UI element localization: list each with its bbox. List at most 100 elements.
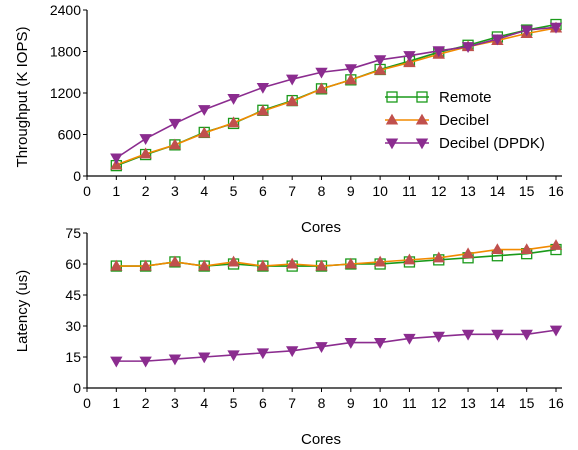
latency-series-0 bbox=[110, 243, 562, 272]
latency-data-point bbox=[256, 348, 270, 360]
throughput-data-point bbox=[491, 34, 504, 46]
latency-data-point bbox=[520, 243, 533, 255]
throughput-data-point bbox=[549, 22, 563, 34]
throughput-series-2 bbox=[110, 22, 563, 165]
latency-x-tick-label: 13 bbox=[460, 395, 476, 411]
throughput-x-tick-label: 5 bbox=[230, 183, 238, 199]
latency-x-tick-label: 8 bbox=[318, 395, 326, 411]
latency-data-point bbox=[373, 338, 387, 349]
latency-x-axis-label: Cores bbox=[301, 431, 341, 448]
latency-data-point bbox=[461, 329, 475, 341]
throughput-data-point bbox=[139, 147, 152, 159]
throughput-y-axis-label: Throughput (K IOPS) bbox=[14, 27, 31, 168]
throughput-x-tick-label: 3 bbox=[171, 183, 179, 199]
throughput-data-point bbox=[461, 42, 475, 53]
latency-x-tick-label: 15 bbox=[519, 395, 535, 411]
latency-data-point bbox=[549, 239, 563, 250]
latency-data-point bbox=[227, 255, 240, 267]
throughput-data-point bbox=[168, 138, 182, 150]
latency-data-point bbox=[256, 259, 270, 271]
throughput-data-point bbox=[285, 94, 299, 106]
throughput-x-tick-label: 12 bbox=[431, 183, 447, 199]
throughput-y-tick-label: 1800 bbox=[50, 44, 81, 60]
legend-label: Decibel (DPDK) bbox=[439, 135, 545, 152]
latency-data-point bbox=[403, 253, 416, 265]
throughput-x-tick-label: 15 bbox=[519, 183, 535, 199]
latency-y-tick-label: 75 bbox=[65, 225, 81, 241]
latency-x-tick-label: 16 bbox=[548, 395, 564, 411]
throughput-y-tick-label: 0 bbox=[73, 168, 81, 184]
latency-data-point bbox=[227, 350, 240, 362]
legend-label: Remote bbox=[439, 89, 492, 106]
latency-data-point bbox=[432, 251, 445, 263]
latency-data-point bbox=[315, 342, 328, 353]
latency-x-tick-label: 0 bbox=[83, 395, 91, 411]
throughput-x-tick-label: 8 bbox=[318, 183, 326, 199]
latency-data-point bbox=[285, 346, 299, 358]
latency-y-axis-label: Latency (us) bbox=[14, 270, 31, 353]
latency-data-point bbox=[198, 352, 211, 364]
throughput-x-tick-label: 1 bbox=[112, 183, 120, 199]
latency-data-point bbox=[403, 333, 416, 345]
latency-data-point bbox=[285, 257, 299, 269]
latency-data-point bbox=[110, 356, 123, 368]
latency-axes bbox=[86, 233, 562, 389]
latency-data-point bbox=[168, 354, 182, 366]
throughput-data-point bbox=[198, 126, 211, 138]
latency-data-point bbox=[110, 259, 123, 271]
legend-marker bbox=[415, 113, 429, 125]
latency-x-tick-label: 12 bbox=[431, 395, 447, 411]
throughput-data-point bbox=[227, 94, 240, 105]
throughput-x-tick-label: 13 bbox=[460, 183, 476, 199]
throughput-x-axis-label: Cores bbox=[301, 219, 341, 236]
latency-x-tick-label: 9 bbox=[347, 395, 355, 411]
throughput-legend: Remote Decibel Decibel (DPDK) bbox=[385, 89, 545, 152]
latency-data-point bbox=[168, 255, 182, 267]
throughput-data-point bbox=[315, 82, 328, 94]
throughput-data-point bbox=[520, 25, 533, 37]
throughput-data-point bbox=[198, 105, 211, 116]
throughput-data-point bbox=[315, 67, 328, 79]
latency-data-point bbox=[139, 259, 152, 271]
legend-marker bbox=[415, 138, 429, 150]
throughput-series bbox=[110, 18, 563, 172]
throughput-x-tick-label: 14 bbox=[490, 183, 506, 199]
latency-data-point bbox=[139, 356, 152, 368]
latency-data-point bbox=[549, 325, 563, 337]
latency-data-point bbox=[344, 257, 358, 269]
legend-marker bbox=[385, 113, 399, 125]
latency-x-tick-label: 5 bbox=[230, 395, 238, 411]
throughput-data-point bbox=[256, 82, 270, 94]
throughput-x-tick-label: 16 bbox=[548, 183, 564, 199]
throughput-data-point bbox=[344, 64, 358, 76]
throughput-data-point bbox=[139, 134, 152, 145]
legend-label: Decibel bbox=[439, 112, 489, 129]
legend-marker bbox=[416, 91, 428, 103]
latency-y-tick-label: 45 bbox=[65, 287, 81, 303]
throughput-data-point bbox=[373, 55, 387, 67]
throughput-x-tick-label: 11 bbox=[402, 183, 417, 199]
legend-marker bbox=[385, 138, 399, 150]
throughput-data-point bbox=[373, 63, 387, 75]
latency-x-tick-label: 10 bbox=[372, 395, 388, 411]
legend-marker bbox=[386, 91, 398, 103]
latency-data-point bbox=[373, 255, 387, 267]
throughput-y-tick-label: 1200 bbox=[50, 85, 81, 101]
throughput-chart: 0 1 2 3 4 5 6 7 8 9 10 11 12 13 14 15 160600120018002400… bbox=[14, 2, 564, 236]
latency-series bbox=[110, 239, 563, 368]
throughput-x-tick-label: 0 bbox=[83, 183, 91, 199]
latency-data-point bbox=[315, 259, 328, 271]
latency-data-point bbox=[198, 259, 211, 271]
latency-y-tick-label: 15 bbox=[65, 349, 81, 365]
latency-series-1 bbox=[110, 239, 563, 271]
latency-data-point bbox=[520, 329, 533, 341]
latency-data-point bbox=[491, 243, 504, 255]
throughput-data-point bbox=[285, 74, 299, 86]
latency-y-tick-label: 30 bbox=[65, 318, 81, 334]
throughput-y-tick-label: 2400 bbox=[50, 2, 81, 18]
throughput-x-tick-label: 7 bbox=[288, 183, 296, 199]
throughput-x-tick-label: 10 bbox=[372, 183, 388, 199]
throughput-x-tick-label: 2 bbox=[142, 183, 150, 199]
latency-x-tick-label: 2 bbox=[142, 395, 150, 411]
